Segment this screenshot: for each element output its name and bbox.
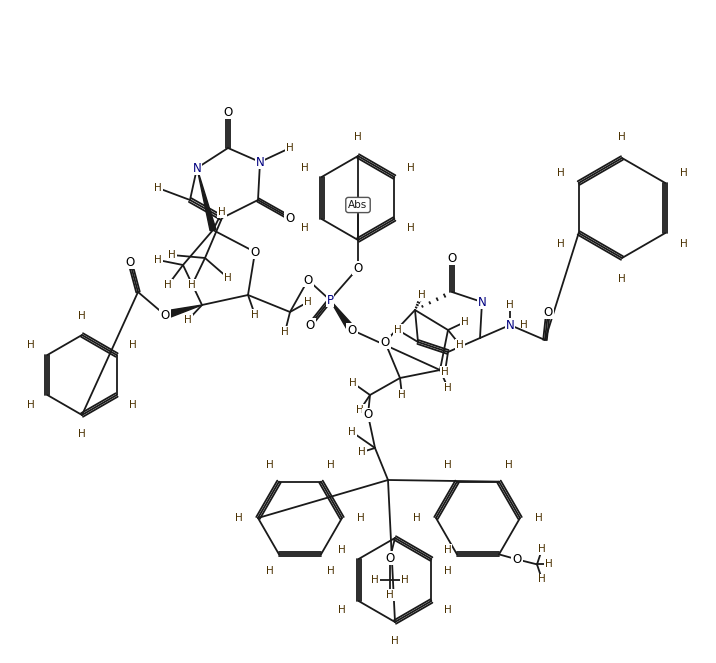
Text: H: H [218, 207, 226, 217]
Text: H: H [444, 566, 451, 575]
Text: H: H [444, 383, 452, 393]
Text: H: H [386, 590, 394, 600]
Text: H: H [339, 544, 346, 554]
Text: H: H [286, 143, 294, 153]
Text: H: H [224, 273, 232, 283]
Text: H: H [679, 239, 687, 249]
Text: H: H [130, 340, 137, 351]
Text: H: H [618, 132, 626, 142]
Text: H: H [391, 636, 399, 646]
Text: H: H [154, 255, 162, 265]
Text: O: O [125, 255, 135, 269]
Text: H: H [398, 390, 406, 400]
Text: H: H [266, 566, 274, 575]
Text: H: H [357, 513, 364, 523]
Text: O: O [448, 251, 457, 265]
Text: H: H [339, 605, 346, 615]
Text: H: H [556, 168, 564, 178]
Text: O: O [286, 211, 294, 225]
Text: H: H [418, 290, 426, 300]
Text: N: N [505, 318, 514, 332]
Text: H: H [301, 162, 309, 172]
Text: H: H [520, 320, 528, 330]
Text: N: N [256, 156, 264, 168]
Text: H: H [556, 239, 564, 249]
Text: H: H [78, 311, 86, 321]
Text: H: H [27, 340, 34, 351]
Text: H: H [358, 447, 366, 457]
Text: H: H [164, 280, 172, 290]
Text: O: O [347, 324, 357, 337]
Text: H: H [184, 315, 192, 325]
Text: H: H [407, 223, 415, 233]
Text: O: O [223, 105, 233, 119]
Text: H: H [444, 605, 452, 615]
Text: O: O [304, 274, 313, 286]
Text: H: H [441, 367, 449, 377]
Text: H: H [461, 317, 469, 327]
Text: H: H [545, 560, 553, 570]
Text: O: O [513, 553, 522, 566]
Text: H: H [356, 405, 364, 415]
Text: H: H [679, 168, 687, 178]
Text: H: H [413, 513, 421, 523]
Text: N: N [193, 162, 201, 174]
Text: H: H [538, 544, 546, 554]
Text: H: H [349, 378, 357, 388]
Text: H: H [535, 513, 543, 523]
Text: H: H [401, 575, 409, 585]
Text: H: H [326, 566, 334, 575]
Text: H: H [236, 513, 243, 523]
Text: H: H [130, 400, 137, 410]
Text: Abs: Abs [349, 200, 367, 210]
Text: H: H [154, 183, 162, 193]
Text: O: O [160, 308, 170, 322]
Text: H: H [506, 300, 514, 310]
Text: O: O [385, 552, 395, 564]
Text: H: H [354, 132, 362, 142]
Text: O: O [251, 245, 260, 259]
Text: H: H [281, 327, 289, 337]
Polygon shape [164, 305, 202, 319]
Polygon shape [197, 168, 216, 231]
Polygon shape [330, 300, 355, 332]
Text: H: H [251, 310, 259, 320]
Text: H: H [618, 274, 626, 284]
Text: P: P [326, 294, 334, 306]
Text: H: H [188, 280, 196, 290]
Text: H: H [505, 460, 513, 470]
Text: H: H [168, 250, 176, 260]
Text: O: O [543, 306, 553, 318]
Text: H: H [266, 460, 274, 470]
Text: H: H [538, 574, 546, 584]
Text: H: H [348, 427, 356, 437]
Text: O: O [354, 261, 362, 274]
Text: H: H [27, 400, 34, 410]
Text: O: O [380, 335, 390, 349]
Text: H: H [326, 460, 334, 470]
Text: H: H [456, 340, 464, 350]
Text: H: H [444, 544, 452, 554]
Text: H: H [371, 575, 379, 585]
Text: H: H [407, 162, 415, 172]
Text: O: O [364, 408, 372, 422]
Text: H: H [394, 325, 402, 335]
Text: H: H [301, 223, 309, 233]
Text: H: H [78, 429, 86, 439]
Text: H: H [304, 297, 312, 307]
Text: O: O [306, 318, 314, 332]
Text: N: N [478, 296, 486, 308]
Text: H: H [444, 460, 451, 470]
